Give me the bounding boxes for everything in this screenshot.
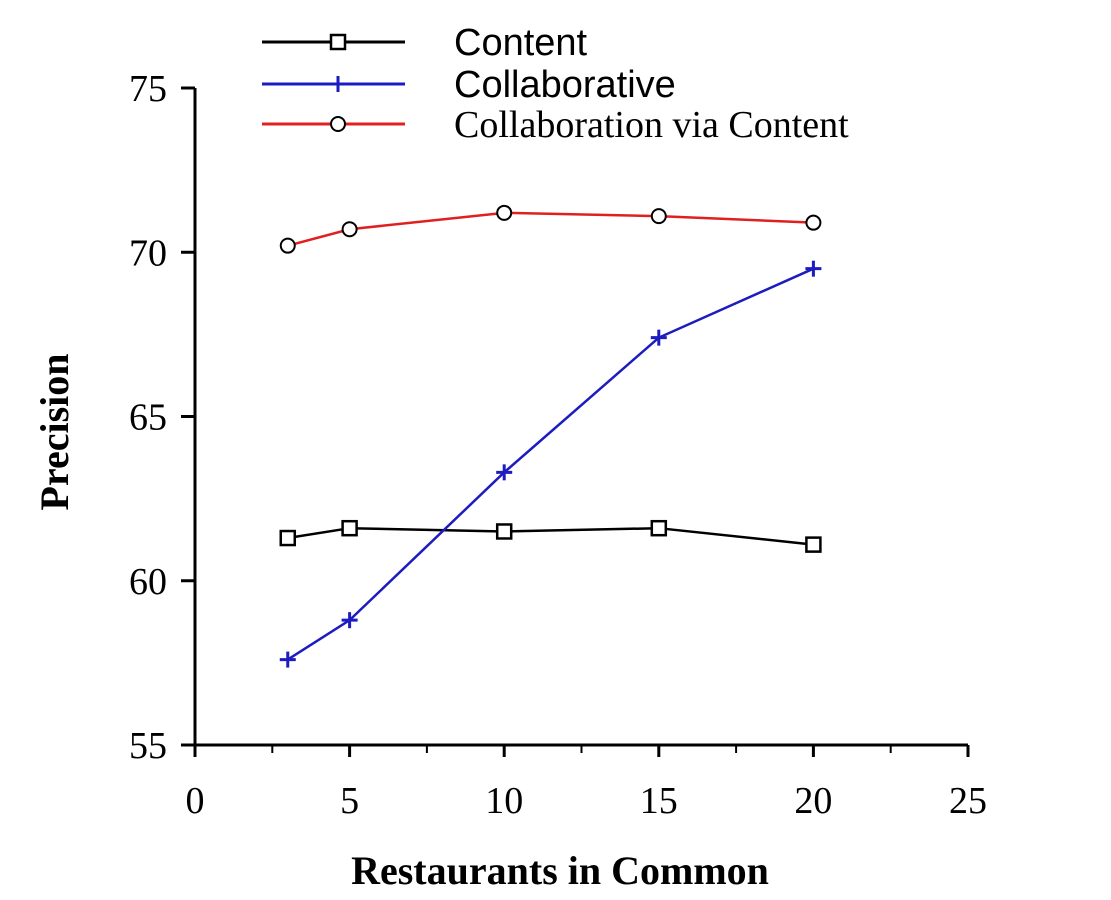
data-point [341, 612, 358, 629]
x-axis-title: Restaurants in Common [351, 848, 769, 893]
data-point [805, 260, 822, 277]
x-tick-label: 5 [340, 780, 359, 822]
legend-item: Collaboration via Content [262, 104, 849, 146]
series-collaborative [279, 260, 822, 668]
y-axis-title: Precision [32, 353, 77, 510]
data-point [496, 204, 513, 221]
series-collaboration-via-content [279, 204, 822, 254]
data-point [279, 651, 296, 668]
legend-label: Content [454, 22, 588, 64]
legend-marker [330, 76, 346, 92]
legend-item: Collaborative [262, 64, 676, 106]
legend-label: Collaborative [454, 64, 676, 106]
data-point [496, 464, 513, 481]
data-point [341, 221, 358, 238]
legend-label: Collaboration via Content [454, 104, 849, 146]
series-layer [279, 204, 822, 668]
x-tick-label: 10 [485, 780, 523, 822]
x-tick-label: 15 [640, 780, 678, 822]
data-point [805, 214, 822, 231]
data-point [650, 208, 667, 225]
series-line [287, 267, 814, 661]
data-point [279, 237, 296, 254]
data-point [805, 536, 822, 553]
axes: 55 60 65 70 75 0 5 10 15 20 25 [129, 68, 987, 822]
y-tick-label: 65 [129, 397, 167, 439]
legend-marker [329, 33, 347, 51]
data-point [341, 519, 358, 537]
data-point [650, 329, 667, 346]
x-tick-label: 25 [949, 780, 987, 822]
legend-item: Content [262, 22, 588, 64]
series-line [287, 526, 814, 546]
series-content [279, 519, 822, 553]
x-tick-label: 0 [186, 780, 205, 822]
data-point [279, 529, 297, 547]
data-point [650, 519, 668, 537]
x-tick-label: 20 [794, 780, 832, 822]
series-line [287, 211, 814, 247]
y-tick-label: 60 [129, 561, 167, 603]
y-tick-label: 70 [129, 232, 167, 274]
data-point [495, 523, 513, 540]
y-tick-label: 55 [129, 725, 167, 767]
y-tick-label: 75 [129, 68, 167, 110]
legend-marker [330, 116, 346, 132]
